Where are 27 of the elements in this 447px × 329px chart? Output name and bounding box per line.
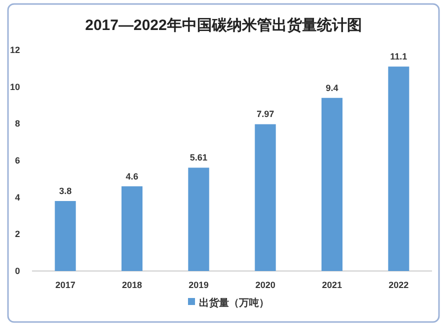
data-label: 4.6 bbox=[126, 171, 138, 182]
data-label: 9.4 bbox=[326, 82, 338, 93]
x-tick-label: 2018 bbox=[122, 280, 142, 290]
y-tick-label: 2 bbox=[14, 229, 20, 240]
bar bbox=[322, 98, 342, 271]
bar bbox=[54, 201, 76, 271]
y-tick-label: 12 bbox=[10, 45, 20, 55]
x-tick-label: 2021 bbox=[322, 280, 342, 290]
bar bbox=[388, 66, 410, 271]
bar bbox=[122, 186, 142, 271]
x-tick-label: 2017 bbox=[55, 280, 76, 290]
y-tick-label: 4 bbox=[14, 192, 20, 202]
chart-title: 2017—2022年中国碳纳米管出货量统计图 bbox=[85, 17, 362, 34]
x-tick-label: 2022 bbox=[388, 280, 409, 290]
data-label: 7.97 bbox=[256, 109, 274, 120]
bar bbox=[188, 168, 210, 271]
x-tick-label: 2020 bbox=[255, 280, 276, 290]
data-label: 11.1 bbox=[390, 52, 408, 62]
legend-label: 出货量（万吨） bbox=[199, 297, 269, 309]
y-tick-label: 0 bbox=[14, 266, 20, 276]
data-label: 3.8 bbox=[59, 186, 72, 196]
data-label: 5.61 bbox=[190, 152, 208, 163]
bar bbox=[254, 124, 276, 271]
y-tick-label: 10 bbox=[10, 82, 20, 92]
y-tick-label: 8 bbox=[14, 118, 20, 129]
x-tick-label: 2019 bbox=[188, 280, 209, 290]
y-tick-label: 6 bbox=[14, 156, 20, 166]
